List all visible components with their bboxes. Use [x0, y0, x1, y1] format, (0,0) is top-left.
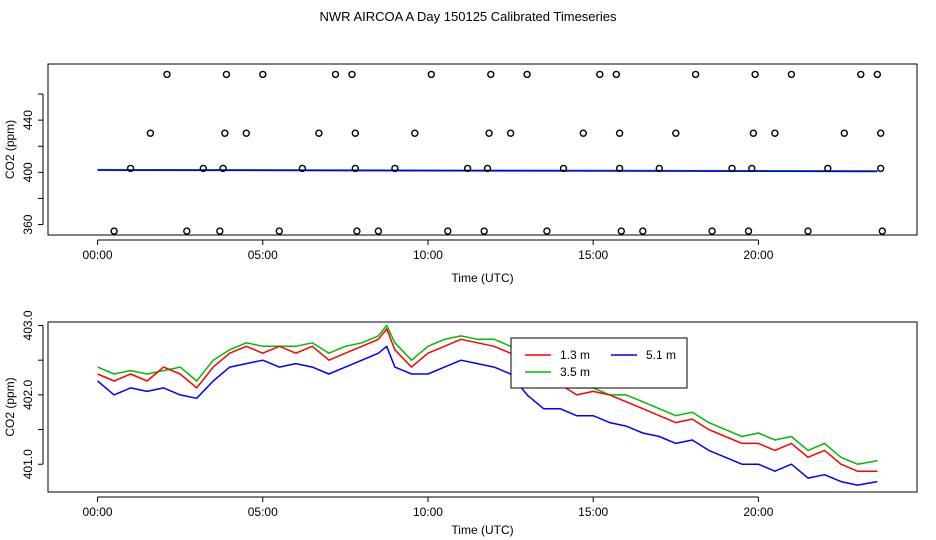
calibration-point — [411, 129, 419, 137]
calibration-point — [878, 227, 886, 235]
calibration-point — [146, 129, 155, 137]
y-tick-label: 401.0 — [21, 449, 35, 479]
legend-box — [510, 337, 688, 389]
x-tick-label: 00:00 — [83, 505, 113, 519]
calibration-point — [463, 164, 472, 173]
y-tick-label: 402.0 — [21, 380, 35, 410]
calibration-point — [824, 164, 832, 173]
calibration-point — [126, 164, 135, 173]
calibration-point — [259, 70, 267, 79]
calibration-point — [728, 164, 736, 173]
calibration-point — [427, 70, 435, 79]
calibration-point — [751, 70, 759, 79]
calibration-point — [579, 129, 587, 137]
y-tick-label: 440 — [21, 110, 35, 130]
calibration-point — [691, 70, 700, 79]
calibration-point — [612, 70, 620, 79]
y-tick-label: 403.0 — [21, 310, 35, 340]
calibration-point — [351, 129, 359, 137]
plot-frame-0 — [47, 63, 918, 236]
calibration-point — [298, 164, 307, 173]
calibration-point — [487, 70, 495, 79]
calibration-point — [183, 227, 191, 235]
calibration-point — [804, 227, 812, 235]
calibration-point — [615, 164, 624, 173]
calibration-point — [748, 164, 756, 173]
x-tick-label: 15:00 — [578, 248, 608, 262]
calibration-point — [315, 129, 323, 137]
calibration-point — [351, 164, 359, 173]
calibration-point — [374, 227, 383, 235]
calibration-point — [485, 129, 493, 137]
calibration-point — [110, 227, 118, 235]
x-tick-label: 10:00 — [413, 505, 443, 519]
calibration-point — [331, 70, 340, 79]
calibration-point — [877, 164, 885, 173]
calibration-point — [877, 129, 885, 137]
calibration-point — [708, 227, 716, 235]
y-axis-label: CO2 (ppm) — [3, 377, 17, 436]
calibration-point — [242, 129, 251, 137]
calibration-point — [348, 70, 356, 79]
calibration-point — [353, 227, 361, 235]
calibration-point — [523, 70, 531, 79]
x-axis-label: Time (UTC) — [451, 523, 513, 537]
calibration-point — [216, 227, 224, 235]
calibration-point — [543, 227, 551, 235]
y-tick-label: 400 — [21, 162, 35, 182]
x-tick-label: 20:00 — [743, 248, 773, 262]
legend-label: 3.5 m — [560, 365, 590, 379]
calibration-point — [596, 70, 604, 79]
series-line-1-3-m — [97, 328, 878, 472]
x-tick-label: 05:00 — [248, 505, 278, 519]
calibration-point — [163, 70, 171, 79]
x-tick-label: 00:00 — [83, 248, 113, 262]
legend-label: 5.1 m — [646, 348, 676, 362]
plot-frame-1 — [47, 321, 918, 493]
x-tick-label: 10:00 — [413, 248, 443, 262]
calibration-point — [771, 129, 779, 137]
calibration-point — [873, 70, 881, 79]
calibration-point — [391, 164, 399, 173]
y-axis-label: CO2 (ppm) — [3, 120, 17, 179]
calibration-point — [275, 227, 283, 235]
calibration-point — [615, 129, 624, 137]
calibration-point — [672, 129, 680, 137]
calibration-point — [222, 70, 231, 79]
calibration-point — [444, 227, 452, 235]
legend-label: 1.3 m — [560, 348, 590, 362]
calibration-point — [744, 227, 753, 235]
calibration-point — [199, 164, 208, 173]
calibration-point — [857, 70, 865, 79]
figure-title: NWR AIRCOA A Day 150125 Calibrated Times… — [319, 9, 617, 24]
calibration-point — [559, 164, 568, 173]
x-tick-label: 05:00 — [248, 248, 278, 262]
x-axis-label: Time (UTC) — [451, 271, 513, 285]
x-tick-label: 15:00 — [578, 505, 608, 519]
calibration-point — [639, 227, 647, 235]
calibration-point — [506, 129, 515, 137]
series-line-3-5-m — [97, 324, 878, 465]
y-tick-label: 360 — [21, 214, 35, 234]
calibration-point — [655, 164, 663, 173]
series-line-5-1-m — [97, 345, 878, 486]
calibration-point — [840, 129, 848, 137]
calibration-point — [787, 70, 796, 79]
x-tick-label: 20:00 — [743, 505, 773, 519]
calibration-point — [617, 227, 625, 235]
calibration-point — [749, 129, 758, 137]
calibration-point — [221, 129, 229, 137]
calibration-point — [480, 227, 488, 235]
calibration-point — [219, 164, 227, 173]
calibration-point — [483, 164, 492, 173]
